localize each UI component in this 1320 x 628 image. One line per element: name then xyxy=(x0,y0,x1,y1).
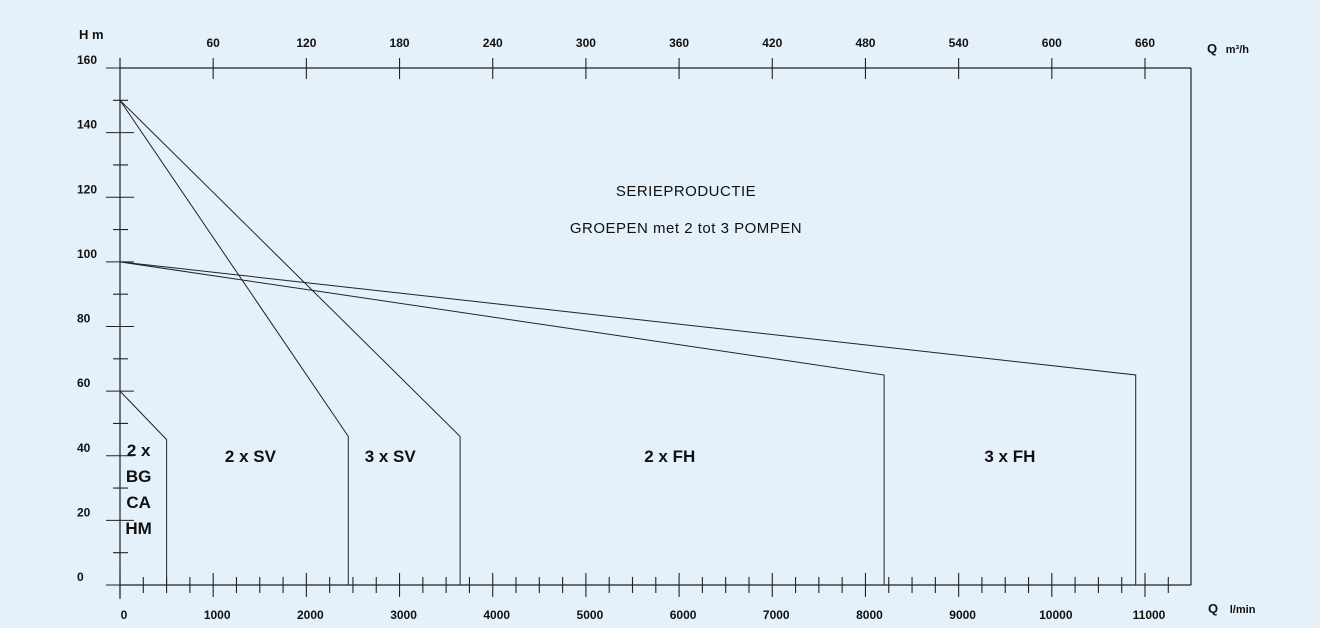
series-curve xyxy=(119,100,349,585)
region-label-line: CA xyxy=(126,493,151,512)
y-axis-title: H m xyxy=(79,27,104,42)
top-tick-label: 540 xyxy=(949,36,969,50)
x-axis-title-q: Q xyxy=(1208,601,1218,616)
top-tick-label: 240 xyxy=(483,36,503,50)
x-tick-label: 10000 xyxy=(1039,608,1073,622)
top-tick-label: 180 xyxy=(390,36,410,50)
top-axis-title: Q m³/h xyxy=(1207,41,1249,56)
x-tick-label: 1000 xyxy=(204,608,231,622)
x-tick-label: 11000 xyxy=(1133,608,1166,622)
top-axis-title-unit: m³/h xyxy=(1226,44,1250,56)
x-tick-label: 8000 xyxy=(856,608,883,622)
y-tick-label: 120 xyxy=(77,182,97,196)
top-tick-label: 60 xyxy=(207,36,221,50)
y-tick-label: 100 xyxy=(77,247,97,261)
top-tick-label: 480 xyxy=(855,36,875,50)
y-tick-label: 20 xyxy=(77,505,91,519)
y-tick-label: 140 xyxy=(77,118,97,132)
region-label: 2 x BG CA HM xyxy=(125,441,151,538)
axes-layer: 0 20 40 60 80 100 120 140 160 0 1000 2000 3000 4000 50… xyxy=(77,36,1192,622)
x-tick-label: 2000 xyxy=(297,608,324,622)
chart-subtitle: GROEPEN met 2 tot 3 POMPEN xyxy=(570,220,802,237)
x-tick-label: 7000 xyxy=(763,608,790,622)
region-label: 2 x FH xyxy=(644,447,695,466)
x-tick-label: 3000 xyxy=(390,608,417,622)
top-tick-label: 420 xyxy=(762,36,782,50)
series-curve xyxy=(119,261,1137,585)
region-label-line: HM xyxy=(125,519,151,538)
series-curve xyxy=(119,99,461,585)
region-label-line: 2 x SV xyxy=(225,447,277,466)
x-tick-label: 5000 xyxy=(577,608,604,622)
region-label-line: 3 x SV xyxy=(365,447,417,466)
region-label-line: BG xyxy=(126,467,152,486)
x-tick-label: 0 xyxy=(121,608,128,622)
top-tick-label: 360 xyxy=(669,36,689,50)
region-label-line: 2 x xyxy=(127,441,151,460)
y-tick-label: 60 xyxy=(77,376,91,390)
labels-layer: SERIEPRODUCTIE GROEPEN met 2 tot 3 POMPE… xyxy=(79,27,1256,616)
series-curve xyxy=(119,261,885,585)
y-tick-label: 160 xyxy=(77,53,97,67)
top-tick-label: 300 xyxy=(576,36,596,50)
x-tick-label: 4000 xyxy=(483,608,510,622)
region-label: 2 x SV xyxy=(225,447,277,466)
x-tick-label: 6000 xyxy=(670,608,697,622)
chart-title: SERIEPRODUCTIE xyxy=(616,183,756,200)
region-label-line: 2 x FH xyxy=(644,447,695,466)
curves-layer xyxy=(119,99,1137,585)
y-tick-label: 80 xyxy=(77,312,91,326)
top-axis-title-q: Q xyxy=(1207,41,1217,56)
top-tick-label: 120 xyxy=(296,36,316,50)
x-axis-title: Q l/min xyxy=(1208,601,1256,616)
series-curve xyxy=(119,390,168,585)
region-label: 3 x FH xyxy=(984,447,1035,466)
y-tick-label: 40 xyxy=(77,441,91,455)
region-label: 3 x SV xyxy=(365,447,417,466)
top-tick-label: 660 xyxy=(1135,36,1155,50)
y-tick-label: 0 xyxy=(77,570,84,584)
x-tick-label: 9000 xyxy=(949,608,976,622)
top-tick-label: 600 xyxy=(1042,36,1062,50)
x-axis-title-unit: l/min xyxy=(1230,604,1256,616)
region-label-line: 3 x FH xyxy=(984,447,1035,466)
